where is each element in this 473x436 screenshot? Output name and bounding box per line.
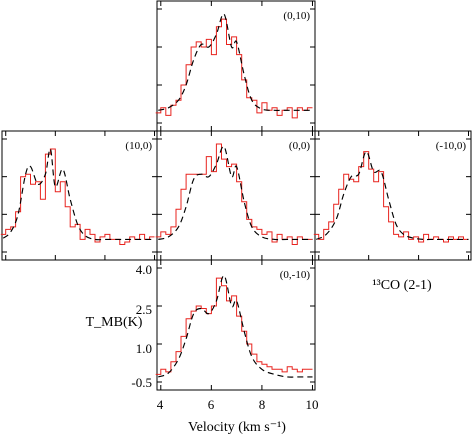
- observed-spectrum: [155, 18, 313, 119]
- model-spectrum: [158, 145, 313, 241]
- spectrum-panel: (-10,0): [313, 130, 472, 261]
- x-tick-label: 4: [157, 397, 164, 412]
- observed-spectrum: [0, 148, 155, 245]
- panel-offset-label: (10,0): [125, 140, 152, 152]
- spectrum-panel: (10,0): [0, 130, 158, 261]
- panel-offset-label: (0,0): [289, 140, 310, 152]
- y-tick-label: 1.0: [136, 341, 152, 356]
- spectra-panels: (0,10) (10,0) (0,0) (-10,0) (0,-10): [0, 0, 472, 391]
- panel-offset-label: (0,-10): [280, 269, 311, 281]
- y-tick-label: -0.5: [131, 375, 152, 390]
- observed-spectrum: [313, 151, 469, 243]
- x-tick-label: 10: [306, 397, 319, 412]
- line-label: ¹³CO (2-1): [372, 278, 432, 293]
- x-axis-label: Velocity (km s⁻¹): [188, 420, 286, 435]
- y-axis-label: T_MB(K): [86, 315, 143, 330]
- observed-spectrum: [155, 277, 313, 375]
- model-spectrum: [158, 275, 313, 378]
- panel-offset-label: (-10,0): [436, 140, 467, 152]
- spectrum-panel: (0,-10): [155, 259, 316, 391]
- model-spectrum: [2, 148, 155, 241]
- model-spectrum: [158, 13, 313, 111]
- y-tick-label: 2.5: [136, 302, 152, 317]
- x-tick-label: 8: [259, 397, 266, 412]
- panel-frame: [314, 130, 472, 261]
- observed-spectrum: [155, 143, 313, 245]
- panel-offset-label: (0,10): [283, 10, 310, 22]
- panel-frame: [156, 259, 316, 391]
- x-tick-label: 6: [208, 397, 215, 412]
- model-spectrum: [315, 151, 469, 241]
- spectrum-panel: (0,10): [155, 0, 316, 132]
- y-tick-label: 4.0: [136, 262, 152, 277]
- spectrum-panel: (0,0): [155, 130, 316, 261]
